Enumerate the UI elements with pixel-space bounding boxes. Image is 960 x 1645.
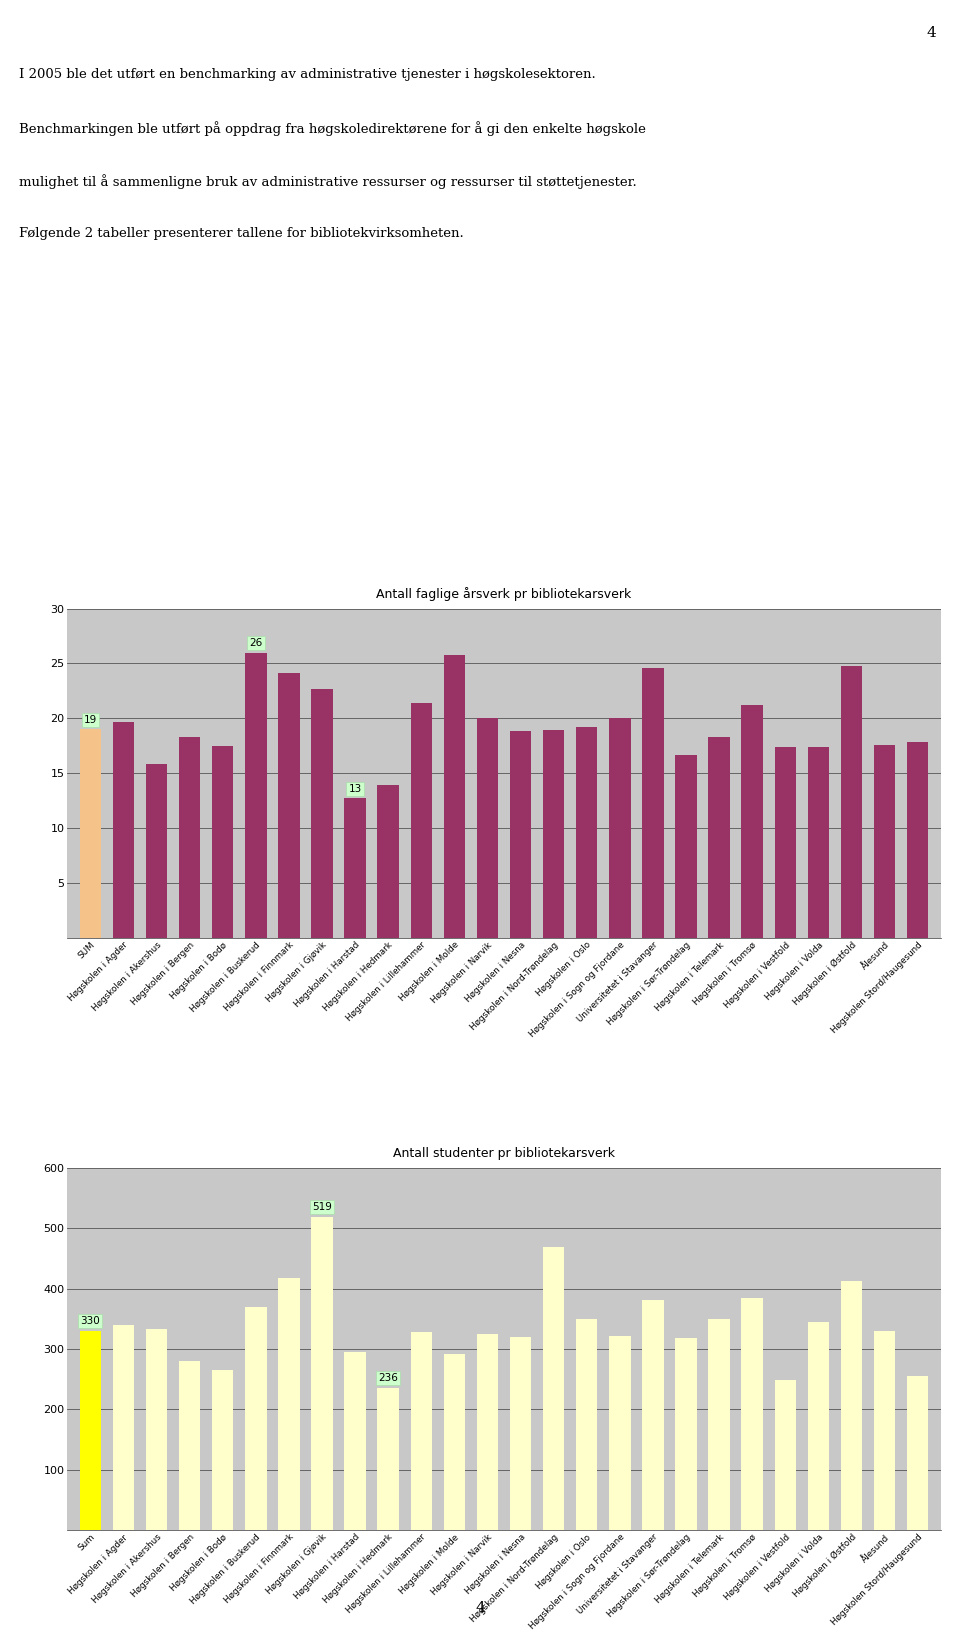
- Bar: [377, 1387, 399, 1530]
- Bar: [510, 1337, 531, 1530]
- Bar: [345, 798, 366, 938]
- Text: I 2005 ble det utført en benchmarking av administrative tjenester i høgskolesekt: I 2005 ble det utført en benchmarking av…: [19, 67, 596, 81]
- Bar: [543, 1247, 564, 1530]
- Bar: [807, 747, 829, 938]
- Bar: [510, 732, 531, 938]
- Bar: [311, 1217, 333, 1530]
- Bar: [576, 1319, 597, 1530]
- Bar: [477, 1334, 498, 1530]
- Bar: [741, 706, 763, 938]
- Text: 330: 330: [81, 1316, 100, 1326]
- Bar: [874, 745, 896, 938]
- Bar: [212, 745, 233, 938]
- Text: 236: 236: [378, 1372, 398, 1383]
- Bar: [675, 755, 697, 938]
- Bar: [907, 1375, 928, 1530]
- Bar: [311, 689, 333, 938]
- Text: 19: 19: [84, 716, 97, 725]
- Bar: [345, 1352, 366, 1530]
- Bar: [775, 747, 796, 938]
- Bar: [477, 719, 498, 938]
- Bar: [907, 742, 928, 938]
- Bar: [80, 1331, 101, 1530]
- Bar: [278, 673, 300, 938]
- Bar: [576, 727, 597, 938]
- Text: mulighet til å sammenligne bruk av administrative ressurser og ressurser til stø: mulighet til å sammenligne bruk av admin…: [19, 174, 636, 189]
- Bar: [807, 1323, 829, 1530]
- Text: Benchmarkingen ble utført på oppdrag fra høgskoledirektørene for å gi den enkelt: Benchmarkingen ble utført på oppdrag fra…: [19, 122, 646, 137]
- Bar: [377, 785, 399, 938]
- Bar: [708, 737, 730, 938]
- Text: 26: 26: [250, 638, 262, 648]
- Bar: [411, 1332, 432, 1530]
- Bar: [642, 668, 663, 938]
- Bar: [112, 1324, 134, 1530]
- Bar: [841, 1281, 862, 1530]
- Bar: [675, 1337, 697, 1530]
- Bar: [543, 730, 564, 938]
- Bar: [112, 722, 134, 938]
- Bar: [642, 1300, 663, 1530]
- Bar: [179, 737, 201, 938]
- Text: 4: 4: [926, 26, 936, 41]
- Bar: [146, 1329, 167, 1530]
- Text: 13: 13: [348, 785, 362, 795]
- Bar: [146, 765, 167, 938]
- Bar: [444, 655, 465, 938]
- Bar: [278, 1278, 300, 1530]
- Bar: [179, 1360, 201, 1530]
- Text: 4: 4: [475, 1601, 485, 1615]
- Bar: [245, 1306, 267, 1530]
- Bar: [609, 1336, 631, 1530]
- Bar: [874, 1331, 896, 1530]
- Bar: [80, 729, 101, 938]
- Bar: [444, 1354, 465, 1530]
- Bar: [609, 719, 631, 938]
- Bar: [775, 1380, 796, 1530]
- Text: 519: 519: [312, 1202, 332, 1212]
- Bar: [411, 702, 432, 938]
- Text: Følgende 2 tabeller presenterer tallene for bibliotekvirksomheten.: Følgende 2 tabeller presenterer tallene …: [19, 227, 464, 240]
- Bar: [841, 666, 862, 938]
- Title: Antall faglige årsverk pr bibliotekarsverk: Antall faglige årsverk pr bibliotekarsve…: [376, 587, 632, 600]
- Title: Antall studenter pr bibliotekarsverk: Antall studenter pr bibliotekarsverk: [393, 1147, 615, 1160]
- Bar: [708, 1319, 730, 1530]
- Bar: [212, 1370, 233, 1530]
- Bar: [245, 653, 267, 938]
- Bar: [741, 1298, 763, 1530]
